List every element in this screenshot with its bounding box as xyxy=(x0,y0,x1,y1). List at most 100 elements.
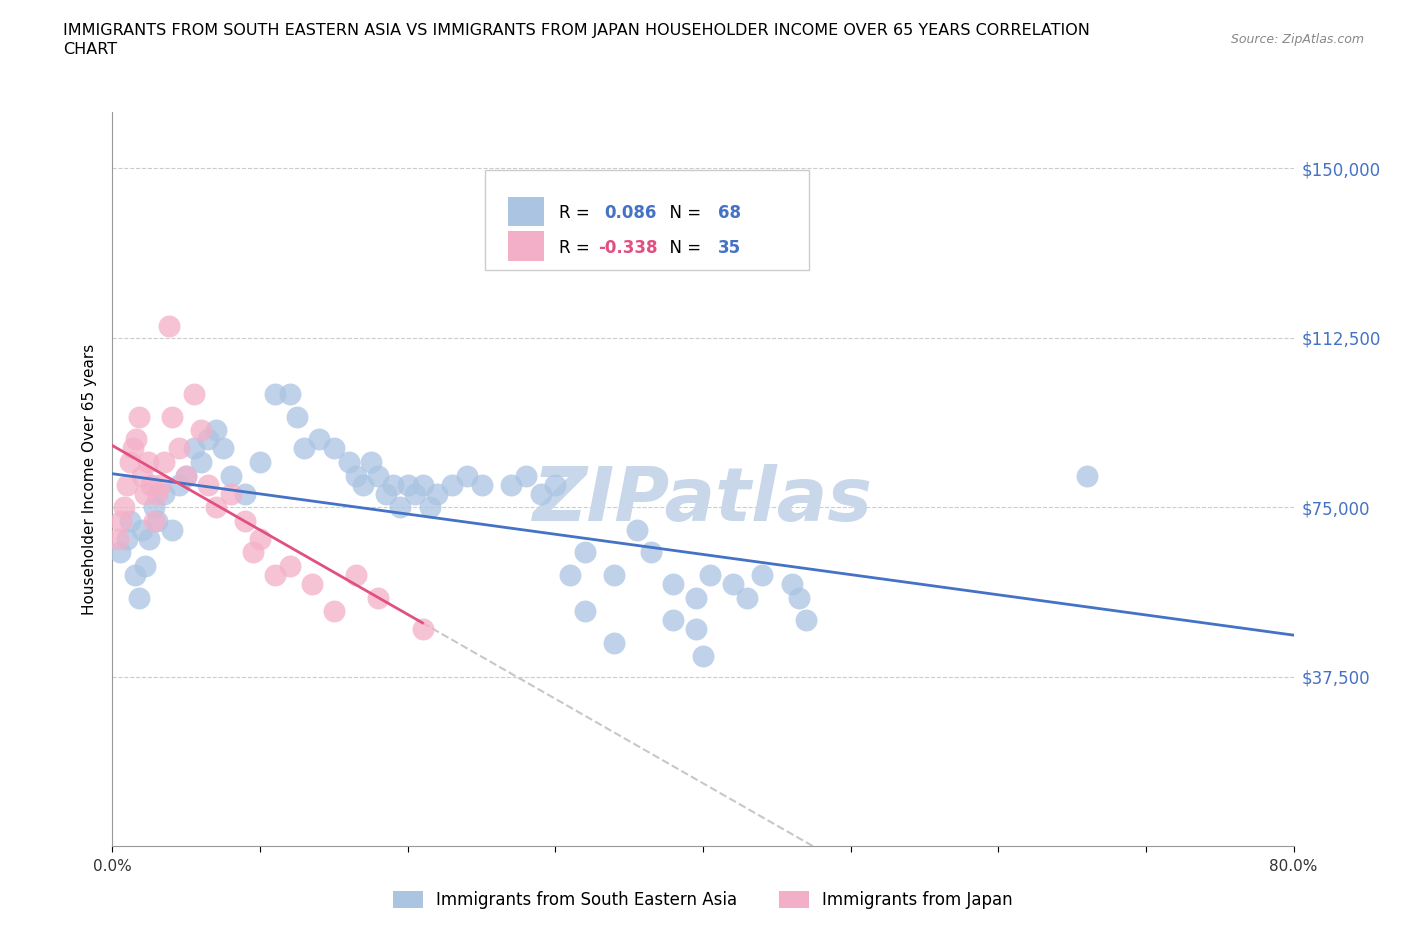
Point xyxy=(751,567,773,582)
Point xyxy=(174,468,197,483)
Y-axis label: Householder Income Over 65 years: Householder Income Over 65 years xyxy=(82,343,97,615)
Point xyxy=(411,477,433,492)
Point xyxy=(233,513,256,528)
Point xyxy=(529,486,551,501)
Point xyxy=(640,545,662,560)
Point xyxy=(685,591,707,605)
Point xyxy=(157,319,180,334)
Point xyxy=(662,613,685,628)
Point xyxy=(136,455,159,470)
Point xyxy=(737,591,759,605)
Point xyxy=(780,577,803,591)
Point xyxy=(108,545,131,560)
FancyBboxPatch shape xyxy=(508,232,544,260)
Point xyxy=(160,523,183,538)
Point xyxy=(205,499,228,514)
Text: CHART: CHART xyxy=(63,42,117,57)
Text: 0.086: 0.086 xyxy=(603,204,657,222)
Point xyxy=(120,455,142,470)
Point xyxy=(139,477,162,492)
Point xyxy=(264,387,287,402)
FancyBboxPatch shape xyxy=(485,170,810,270)
Point xyxy=(110,513,132,528)
Point xyxy=(685,622,707,637)
Point xyxy=(183,441,205,456)
Point xyxy=(146,486,169,501)
Text: -0.338: -0.338 xyxy=(598,238,658,257)
Point xyxy=(574,604,596,618)
Point xyxy=(796,613,818,628)
Point xyxy=(205,423,228,438)
Point xyxy=(404,486,426,501)
Point xyxy=(367,591,389,605)
Point xyxy=(344,567,367,582)
Point xyxy=(219,486,242,501)
Text: R =: R = xyxy=(560,204,595,222)
Point xyxy=(233,486,256,501)
Point xyxy=(396,477,419,492)
Point xyxy=(501,477,523,492)
Point xyxy=(124,567,146,582)
Point xyxy=(190,455,212,470)
Point xyxy=(128,591,150,605)
Point xyxy=(167,477,190,492)
Point xyxy=(120,513,142,528)
Point xyxy=(142,499,165,514)
Point xyxy=(360,455,382,470)
Point xyxy=(183,387,205,402)
Point xyxy=(131,468,153,483)
Point xyxy=(197,432,219,446)
Point xyxy=(249,531,271,546)
Point xyxy=(142,513,165,528)
Point xyxy=(721,577,744,591)
Point xyxy=(411,622,433,637)
Point xyxy=(344,468,367,483)
Point xyxy=(603,567,626,582)
Point xyxy=(323,441,346,456)
Point xyxy=(278,387,301,402)
Point xyxy=(138,531,160,546)
Point xyxy=(692,649,714,664)
Point xyxy=(662,577,685,591)
Point xyxy=(301,577,323,591)
Point xyxy=(278,559,301,574)
Point xyxy=(134,486,156,501)
Point xyxy=(197,477,219,492)
Point xyxy=(249,455,271,470)
Text: 68: 68 xyxy=(718,204,741,222)
Point xyxy=(323,604,346,618)
Point xyxy=(515,468,537,483)
Text: IMMIGRANTS FROM SOUTH EASTERN ASIA VS IMMIGRANTS FROM JAPAN HOUSEHOLDER INCOME O: IMMIGRANTS FROM SOUTH EASTERN ASIA VS IM… xyxy=(63,23,1090,38)
Text: N =: N = xyxy=(659,204,707,222)
Point xyxy=(292,441,315,456)
Point xyxy=(160,409,183,424)
Point xyxy=(544,477,567,492)
Point xyxy=(128,409,150,424)
Point xyxy=(352,477,374,492)
Point xyxy=(1076,468,1098,483)
Text: N =: N = xyxy=(659,238,707,257)
Point xyxy=(212,441,235,456)
Point xyxy=(167,441,190,456)
Legend: Immigrants from South Eastern Asia, Immigrants from Japan: Immigrants from South Eastern Asia, Immi… xyxy=(385,883,1021,917)
Point xyxy=(190,423,212,438)
Point xyxy=(367,468,389,483)
Point xyxy=(699,567,721,582)
Point xyxy=(382,477,405,492)
Point xyxy=(153,455,176,470)
Point xyxy=(264,567,287,582)
Text: R =: R = xyxy=(560,238,595,257)
Point xyxy=(134,559,156,574)
Text: Source: ZipAtlas.com: Source: ZipAtlas.com xyxy=(1230,33,1364,46)
Point xyxy=(153,486,176,501)
Text: ZIPatlas: ZIPatlas xyxy=(533,464,873,538)
Point xyxy=(117,477,138,492)
Point xyxy=(131,523,153,538)
Point xyxy=(174,468,197,483)
FancyBboxPatch shape xyxy=(508,197,544,226)
Point xyxy=(219,468,242,483)
Text: 35: 35 xyxy=(718,238,741,257)
Point xyxy=(389,499,412,514)
Point xyxy=(626,523,648,538)
Point xyxy=(125,432,148,446)
